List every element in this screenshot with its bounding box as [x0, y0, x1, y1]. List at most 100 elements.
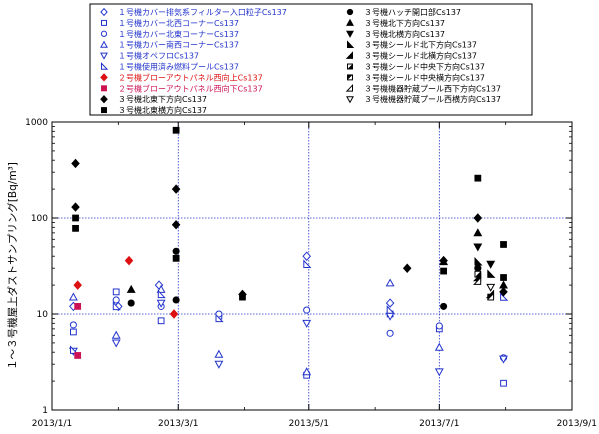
data-point [440, 267, 447, 275]
data-point [111, 339, 121, 348]
legend-entry-label: ３号機北東横方向Cs137 [118, 105, 207, 115]
data-point [386, 329, 394, 337]
series-5 [70, 259, 509, 354]
legend-marker [346, 30, 354, 38]
legend-entry-label: ３号機機器貯蔵プール西横方向Cs137 [364, 94, 501, 104]
data-point [72, 224, 79, 232]
x-tick-label: 2013/1/1 [32, 419, 72, 429]
legend-entry-label: ３号機シールド北横方向Cs137 [364, 51, 477, 61]
y-tick-label: 1 [42, 406, 48, 416]
data-point [473, 243, 483, 252]
legend-entry-label: １号機カバー北東コーナーCs137 [118, 29, 239, 39]
series-11 [126, 228, 508, 293]
data-point [124, 255, 134, 266]
legend-marker [100, 7, 108, 17]
legend-entry-label: ２号機ブローアウトパネル西向下Cs137 [118, 83, 263, 93]
legend-marker [346, 8, 354, 16]
data-point [156, 284, 166, 293]
data-point [500, 241, 507, 248]
data-point [68, 292, 78, 301]
data-point [402, 263, 412, 273]
data-point [70, 345, 79, 354]
legend-marker [101, 85, 107, 92]
legend-marker [347, 63, 353, 70]
data-point [215, 313, 224, 323]
data-point [72, 214, 79, 222]
series-8 [71, 158, 508, 300]
axes: 1 10 100 1000 2013/1/1 2013/3/1 2013/5/1 2013/7… [25, 118, 597, 429]
legend-box [89, 3, 533, 116]
data-point [487, 293, 495, 301]
legend-marker [347, 40, 355, 48]
data-point [385, 278, 395, 287]
data-point [111, 330, 121, 339]
series-4 [68, 299, 508, 377]
data-point [303, 306, 311, 314]
legend-marker [345, 83, 353, 92]
legend-entry-label: １号機カバー排気系フィルター入口粒子Cs137 [118, 7, 287, 17]
data-point [172, 254, 180, 262]
data-point [171, 220, 181, 230]
legend-marker [346, 18, 354, 26]
data-point [172, 296, 180, 304]
data-point [71, 202, 80, 212]
data-point [302, 251, 311, 261]
x-tick-label: 2013/9/1 [557, 419, 597, 429]
data-point [500, 379, 507, 387]
legend-marker [100, 30, 108, 37]
data-point [169, 309, 179, 319]
legend-marker [346, 96, 354, 104]
legend-entry-label: １号機オペフロCs137 [118, 51, 199, 61]
data-point [70, 328, 77, 336]
legend-marker [100, 52, 108, 60]
legend-entry-label: １号機使用済み燃料プールCs137 [118, 62, 239, 72]
data-point [499, 287, 508, 297]
data-point [440, 302, 448, 310]
legend-entry-label: １号機カバー北西コーナーCs137 [118, 18, 239, 28]
legend-entry-label: ２号機ブローアウトパネル西向上Cs137 [118, 72, 263, 82]
data-point [439, 257, 449, 266]
grid-lines [52, 122, 572, 410]
data-point [126, 284, 136, 293]
data-point [499, 355, 508, 364]
data-point [74, 352, 82, 359]
legend-entry-label: ３号機ハッチ開口部Cs137 [364, 7, 461, 17]
series-15 [474, 270, 482, 278]
data-point [303, 259, 312, 268]
data-point [214, 349, 224, 358]
legend-marker [101, 62, 109, 70]
y-tick-label: 1000 [25, 118, 48, 128]
data-point [112, 296, 120, 304]
legend-entry-label: ３号機シールド中央下方向Cs137 [364, 62, 485, 72]
data-point [157, 289, 166, 299]
legend-marker [347, 74, 353, 81]
x-tick-label: 2013/5/1 [289, 419, 329, 429]
data-point [386, 305, 395, 314]
series-12 [473, 243, 496, 269]
legend-entry-label: ３号機機器貯蔵プール西下方向Cs137 [364, 83, 501, 93]
x-tick-label: 2013/3/1 [158, 419, 198, 429]
series-10 [127, 247, 482, 310]
series-18 [486, 283, 496, 292]
data-point [112, 301, 121, 311]
data-point [486, 283, 496, 292]
data-point [474, 264, 482, 272]
series-17 [473, 276, 482, 285]
data-point [171, 184, 181, 194]
series-13 [474, 256, 496, 278]
data-point [434, 342, 444, 351]
data-point [474, 270, 482, 278]
data-point [473, 228, 483, 237]
data-point [473, 276, 482, 285]
legend-entry-label: ３号機北東下方向Cs137 [118, 94, 207, 104]
data-point [487, 269, 496, 278]
data-point [434, 368, 444, 377]
data-markers [68, 126, 509, 387]
data-point [499, 280, 508, 289]
data-point [71, 158, 80, 169]
series-7 [74, 303, 82, 359]
data-point [500, 292, 509, 301]
legend-marker [345, 51, 353, 59]
data-point [486, 260, 496, 269]
